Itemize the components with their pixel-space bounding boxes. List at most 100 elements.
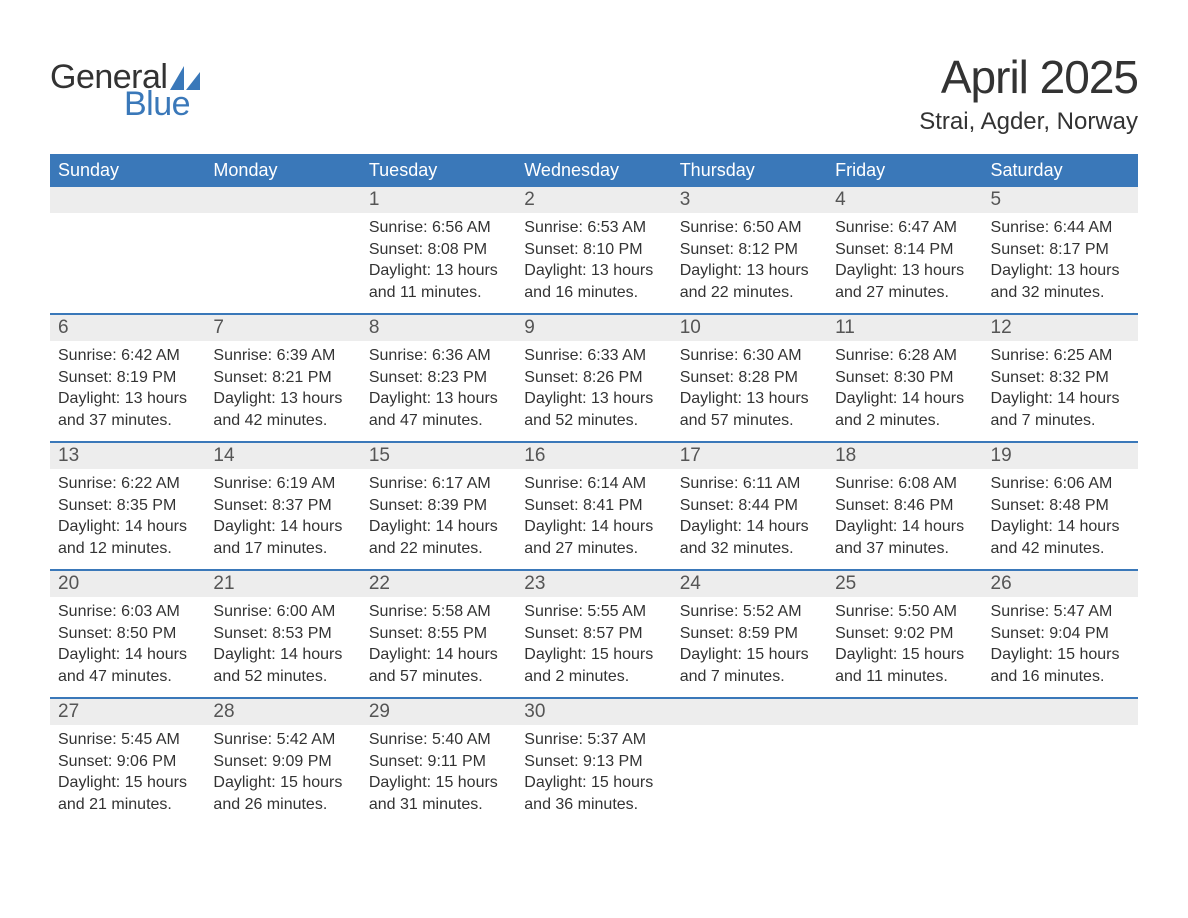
day-number: 12: [983, 315, 1138, 341]
day-number: 7: [205, 315, 360, 341]
daylight-line: Daylight: 15 hours and 26 minutes.: [213, 772, 352, 815]
sunrise-line: Sunrise: 5:42 AM: [213, 729, 352, 751]
daylight-line: Daylight: 14 hours and 22 minutes.: [369, 516, 508, 559]
day-cell: [983, 699, 1138, 825]
day-number: 2: [516, 187, 671, 213]
day-number: [50, 187, 205, 213]
day-number: 10: [672, 315, 827, 341]
day-cell: 14Sunrise: 6:19 AMSunset: 8:37 PMDayligh…: [205, 443, 360, 569]
day-cell: 4Sunrise: 6:47 AMSunset: 8:14 PMDaylight…: [827, 187, 982, 313]
sunset-line: Sunset: 8:17 PM: [991, 239, 1130, 261]
day-number: 6: [50, 315, 205, 341]
day-content: Sunrise: 6:08 AMSunset: 8:46 PMDaylight:…: [827, 469, 982, 567]
day-number: 4: [827, 187, 982, 213]
day-number: 25: [827, 571, 982, 597]
day-cell: 30Sunrise: 5:37 AMSunset: 9:13 PMDayligh…: [516, 699, 671, 825]
weekday-header: Sunday: [50, 154, 205, 187]
daylight-line: Daylight: 14 hours and 17 minutes.: [213, 516, 352, 559]
sunrise-line: Sunrise: 6:30 AM: [680, 345, 819, 367]
daylight-line: Daylight: 13 hours and 16 minutes.: [524, 260, 663, 303]
sunrise-line: Sunrise: 6:50 AM: [680, 217, 819, 239]
daylight-line: Daylight: 13 hours and 27 minutes.: [835, 260, 974, 303]
day-number: 8: [361, 315, 516, 341]
sunrise-line: Sunrise: 6:36 AM: [369, 345, 508, 367]
sunrise-line: Sunrise: 6:53 AM: [524, 217, 663, 239]
weekday-header: Monday: [205, 154, 360, 187]
day-number: 5: [983, 187, 1138, 213]
day-number: 26: [983, 571, 1138, 597]
sunset-line: Sunset: 8:46 PM: [835, 495, 974, 517]
weekday-header: Friday: [827, 154, 982, 187]
sunset-line: Sunset: 8:23 PM: [369, 367, 508, 389]
day-content: Sunrise: 5:55 AMSunset: 8:57 PMDaylight:…: [516, 597, 671, 695]
day-content: Sunrise: 5:47 AMSunset: 9:04 PMDaylight:…: [983, 597, 1138, 695]
sunrise-line: Sunrise: 5:40 AM: [369, 729, 508, 751]
day-content: Sunrise: 6:06 AMSunset: 8:48 PMDaylight:…: [983, 469, 1138, 567]
day-cell: [50, 187, 205, 313]
sunrise-line: Sunrise: 5:37 AM: [524, 729, 663, 751]
sunrise-line: Sunrise: 6:00 AM: [213, 601, 352, 623]
sunset-line: Sunset: 9:02 PM: [835, 623, 974, 645]
day-cell: 7Sunrise: 6:39 AMSunset: 8:21 PMDaylight…: [205, 315, 360, 441]
day-cell: 8Sunrise: 6:36 AMSunset: 8:23 PMDaylight…: [361, 315, 516, 441]
day-cell: 29Sunrise: 5:40 AMSunset: 9:11 PMDayligh…: [361, 699, 516, 825]
daylight-line: Daylight: 13 hours and 57 minutes.: [680, 388, 819, 431]
sunset-line: Sunset: 9:09 PM: [213, 751, 352, 773]
sunrise-line: Sunrise: 6:14 AM: [524, 473, 663, 495]
day-number: 21: [205, 571, 360, 597]
daylight-line: Daylight: 13 hours and 52 minutes.: [524, 388, 663, 431]
day-content: Sunrise: 5:42 AMSunset: 9:09 PMDaylight:…: [205, 725, 360, 823]
sunset-line: Sunset: 9:04 PM: [991, 623, 1130, 645]
day-number: 16: [516, 443, 671, 469]
daylight-line: Daylight: 15 hours and 36 minutes.: [524, 772, 663, 815]
day-content: Sunrise: 6:44 AMSunset: 8:17 PMDaylight:…: [983, 213, 1138, 311]
day-content: Sunrise: 5:40 AMSunset: 9:11 PMDaylight:…: [361, 725, 516, 823]
day-cell: 1Sunrise: 6:56 AMSunset: 8:08 PMDaylight…: [361, 187, 516, 313]
day-content: [205, 213, 360, 225]
day-cell: 22Sunrise: 5:58 AMSunset: 8:55 PMDayligh…: [361, 571, 516, 697]
day-number: 19: [983, 443, 1138, 469]
sunset-line: Sunset: 8:35 PM: [58, 495, 197, 517]
day-number: [983, 699, 1138, 725]
day-number: 14: [205, 443, 360, 469]
day-content: Sunrise: 6:56 AMSunset: 8:08 PMDaylight:…: [361, 213, 516, 311]
sunset-line: Sunset: 8:59 PM: [680, 623, 819, 645]
sunset-line: Sunset: 8:10 PM: [524, 239, 663, 261]
week-row: 13Sunrise: 6:22 AMSunset: 8:35 PMDayligh…: [50, 441, 1138, 569]
sunset-line: Sunset: 8:26 PM: [524, 367, 663, 389]
sunset-line: Sunset: 8:53 PM: [213, 623, 352, 645]
sunset-line: Sunset: 9:13 PM: [524, 751, 663, 773]
day-cell: 2 Sunrise: 6:53 AMSunset: 8:10 PMDaylight…: [516, 187, 671, 313]
day-content: Sunrise: 6:39 AMSunset: 8:21 PMDaylight:…: [205, 341, 360, 439]
day-number: 28: [205, 699, 360, 725]
daylight-line: Daylight: 13 hours and 42 minutes.: [213, 388, 352, 431]
title-block: April 2025 Strai, Agder, Norway: [919, 50, 1138, 136]
sunrise-line: Sunrise: 6:22 AM: [58, 473, 197, 495]
day-cell: [827, 699, 982, 825]
day-cell: 11Sunrise: 6:28 AMSunset: 8:30 PMDayligh…: [827, 315, 982, 441]
daylight-line: Daylight: 15 hours and 16 minutes.: [991, 644, 1130, 687]
day-cell: 3Sunrise: 6:50 AMSunset: 8:12 PMDaylight…: [672, 187, 827, 313]
daylight-line: Daylight: 15 hours and 31 minutes.: [369, 772, 508, 815]
sunrise-line: Sunrise: 6:03 AM: [58, 601, 197, 623]
sunrise-line: Sunrise: 6:44 AM: [991, 217, 1130, 239]
day-content: Sunrise: 6:00 AMSunset: 8:53 PMDaylight:…: [205, 597, 360, 695]
daylight-line: Daylight: 14 hours and 27 minutes.: [524, 516, 663, 559]
day-cell: 25Sunrise: 5:50 AMSunset: 9:02 PMDayligh…: [827, 571, 982, 697]
day-content: Sunrise: 6:42 AMSunset: 8:19 PMDaylight:…: [50, 341, 205, 439]
day-number: [205, 187, 360, 213]
logo: General Blue: [50, 58, 200, 124]
sunset-line: Sunset: 8:28 PM: [680, 367, 819, 389]
sunset-line: Sunset: 8:57 PM: [524, 623, 663, 645]
week-row: 27Sunrise: 5:45 AMSunset: 9:06 PMDayligh…: [50, 697, 1138, 825]
sunset-line: Sunset: 8:32 PM: [991, 367, 1130, 389]
day-content: Sunrise: 6:03 AMSunset: 8:50 PMDaylight:…: [50, 597, 205, 695]
daylight-line: Daylight: 14 hours and 47 minutes.: [58, 644, 197, 687]
sunset-line: Sunset: 9:06 PM: [58, 751, 197, 773]
sunset-line: Sunset: 8:19 PM: [58, 367, 197, 389]
month-title: April 2025: [919, 50, 1138, 104]
day-cell: 17Sunrise: 6:11 AMSunset: 8:44 PMDayligh…: [672, 443, 827, 569]
day-content: Sunrise: 6:28 AMSunset: 8:30 PMDaylight:…: [827, 341, 982, 439]
sunrise-line: Sunrise: 6:28 AM: [835, 345, 974, 367]
logo-sail-icon: [170, 66, 200, 90]
